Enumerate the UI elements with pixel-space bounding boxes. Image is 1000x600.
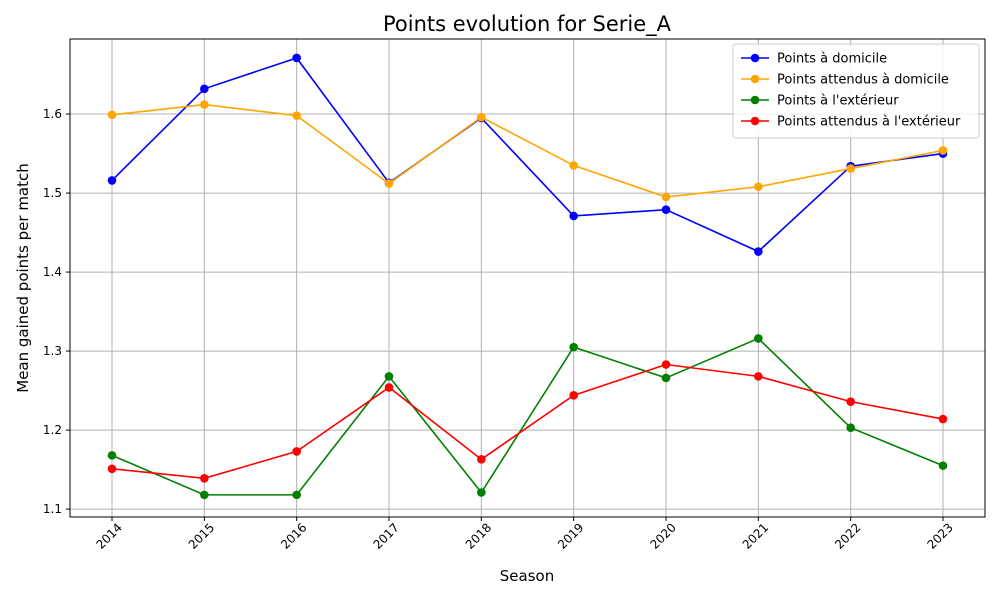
legend-marker — [750, 95, 760, 105]
y-axis: 1.1 1.2 1.3 1.4 1.5 1.6 — [43, 107, 70, 516]
series-point — [754, 247, 763, 256]
series-point — [754, 182, 763, 192]
x-tick-label: 2016 — [278, 520, 309, 551]
legend-item: Points attendus à l'extérieur — [741, 115, 961, 130]
series-point — [292, 490, 301, 500]
grid — [70, 39, 985, 517]
series-point — [200, 100, 209, 109]
series-line — [111, 363, 944, 480]
series-point — [754, 372, 763, 381]
series-3 — [107, 334, 948, 500]
y-axis-title: Mean gained points per match — [14, 163, 32, 393]
series-point — [569, 342, 578, 352]
series-point — [846, 423, 855, 433]
y-tick-label: 1.1 — [43, 502, 62, 516]
series-point — [661, 373, 671, 383]
plot-frame — [69, 38, 986, 518]
x-tick-label: 2017 — [370, 520, 401, 551]
series-point — [200, 84, 209, 94]
legend: Points à domicile Points attendus à domic… — [732, 43, 980, 139]
series-point — [846, 164, 855, 173]
x-tick-label: 2022 — [832, 520, 863, 551]
series-point — [384, 179, 394, 188]
legend-label: Points à domicile — [777, 52, 887, 67]
y-tick-label: 1.3 — [43, 344, 62, 358]
chart-title: Points evolution for Serie_A — [383, 12, 672, 37]
x-tick-label: 2019 — [555, 520, 586, 551]
series-point — [661, 360, 671, 369]
series-point — [292, 447, 301, 456]
series-point — [846, 397, 855, 406]
legend-marker — [750, 53, 760, 63]
series-point — [107, 110, 117, 120]
series-line — [111, 57, 944, 253]
x-tick-label: 2021 — [740, 520, 771, 551]
legend-label: Points à l'extérieur — [777, 94, 899, 109]
series-point — [200, 473, 209, 483]
series-point — [107, 464, 117, 474]
series-point — [384, 383, 394, 392]
legend-label: Points attendus à l'extérieur — [777, 115, 961, 130]
series-point — [384, 372, 394, 381]
x-axis: 2014 2015 2016 2017 2018 2019 2020 2021 2022 2023 — [93, 517, 956, 552]
y-tick-label: 1.6 — [43, 107, 62, 121]
series-point — [477, 488, 486, 497]
series-point — [292, 111, 301, 120]
series-point — [569, 391, 578, 400]
legend-box — [732, 43, 980, 139]
series-point — [107, 451, 117, 460]
y-tick-label: 1.2 — [43, 423, 62, 437]
legend-item: Points à domicile — [741, 52, 887, 67]
series-point — [477, 112, 486, 122]
series-point — [477, 455, 486, 464]
x-tick-label: 2015 — [186, 520, 217, 551]
legend-marker — [750, 74, 760, 84]
y-tick-label: 1.5 — [43, 186, 62, 200]
y-tick-label: 1.4 — [43, 265, 62, 279]
series-point — [661, 205, 671, 214]
series-point — [938, 461, 948, 470]
series-point — [569, 211, 578, 221]
x-tick-label: 2023 — [924, 520, 955, 551]
legend-item: Points attendus à domicile — [741, 73, 949, 88]
legend-marker — [750, 116, 760, 126]
series-2 — [107, 100, 948, 202]
x-tick-label: 2018 — [463, 520, 494, 551]
x-tick-label: 2020 — [647, 520, 678, 551]
series-line — [111, 103, 944, 198]
series-line — [111, 337, 944, 496]
series-point — [938, 146, 948, 155]
legend-label: Points attendus à domicile — [777, 73, 949, 88]
series-point — [292, 53, 301, 63]
legend-item: Points à l'extérieur — [741, 94, 899, 109]
series-4 — [107, 360, 948, 483]
series-point — [938, 414, 948, 424]
x-axis-title: Season — [500, 567, 554, 585]
series-point — [754, 334, 763, 343]
series-point — [661, 192, 671, 202]
series-point — [200, 490, 209, 500]
series-point — [569, 161, 578, 170]
x-tick-label: 2014 — [93, 520, 124, 551]
series-point — [107, 176, 117, 185]
series-layer — [107, 53, 948, 500]
